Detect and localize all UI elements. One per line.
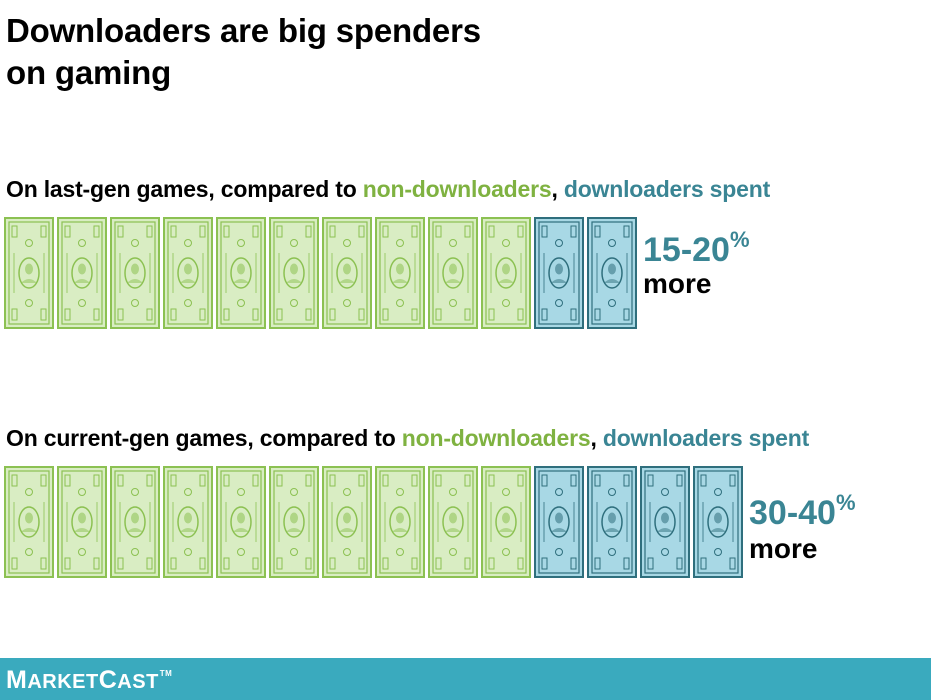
row1-caption-downloaders: downloaders spent	[563, 176, 771, 202]
blue-bill-12	[587, 217, 637, 329]
marketcast-logo: MARKETCASTTM	[6, 666, 172, 695]
row1-bills	[0, 217, 760, 333]
green-bill-8	[375, 466, 425, 578]
row1-caption-comma: ,	[551, 176, 564, 202]
logo-text-arket: ARKET	[27, 671, 99, 693]
logo-letter-m: M	[6, 666, 28, 694]
green-bill-10	[481, 466, 531, 578]
green-bill-1	[4, 466, 54, 578]
green-bill-7	[322, 466, 372, 578]
green-bill-3	[110, 466, 160, 578]
row1-caption-prefix: On last-gen games, compared to	[6, 176, 363, 202]
logo-trademark: TM	[159, 669, 173, 678]
row2-bills	[0, 466, 760, 582]
row2-caption-comma: ,	[590, 425, 603, 451]
row2-caption-non-downloaders: non-downloaders	[401, 425, 591, 451]
logo-letter-c: C	[98, 666, 118, 694]
title-line-2: on gaming	[6, 54, 172, 91]
green-bill-9	[428, 466, 478, 578]
blue-bill-14	[693, 466, 743, 578]
row2-percent: 30-40%	[749, 490, 856, 532]
green-bill-6	[269, 466, 319, 578]
green-bill-9	[428, 217, 478, 329]
green-bill-5	[216, 466, 266, 578]
green-bill-4	[163, 466, 213, 578]
title-line-1: Downloaders are big spenders	[6, 12, 481, 49]
green-bill-2	[57, 217, 107, 329]
row2-more-label: more	[749, 533, 818, 564]
blue-bill-12	[587, 466, 637, 578]
row1-percent-symbol: %	[729, 227, 750, 252]
green-bill-10	[481, 217, 531, 329]
row2-percent-value: 30-40	[749, 494, 836, 532]
green-bill-6	[269, 217, 319, 329]
row2-caption-prefix: On current-gen games, compared to	[6, 425, 402, 451]
blue-bill-13	[640, 466, 690, 578]
row2-caption: On current-gen games, compared to non-do…	[6, 424, 809, 452]
green-bill-3	[110, 217, 160, 329]
logo-text-ast: AST	[117, 671, 159, 693]
footer-bar: MARKETCASTTM	[0, 658, 931, 700]
row2-caption-downloaders: downloaders spent	[602, 425, 810, 451]
blue-bill-11	[534, 217, 584, 329]
green-bill-5	[216, 217, 266, 329]
row1-caption: On last-gen games, compared to non-downl…	[6, 175, 770, 203]
green-bill-7	[322, 217, 372, 329]
row1-caption-non-downloaders: non-downloaders	[362, 176, 552, 202]
green-bill-1	[4, 217, 54, 329]
green-bill-2	[57, 466, 107, 578]
page-title: Downloaders are big spenders on gaming	[6, 10, 481, 94]
blue-bill-11	[534, 466, 584, 578]
row1-more-label: more	[643, 268, 712, 299]
row2-percent-symbol: %	[835, 490, 856, 515]
row1-percent-value: 15-20	[643, 231, 730, 269]
green-bill-8	[375, 217, 425, 329]
green-bill-4	[163, 217, 213, 329]
row1-percent: 15-20%	[643, 227, 750, 269]
